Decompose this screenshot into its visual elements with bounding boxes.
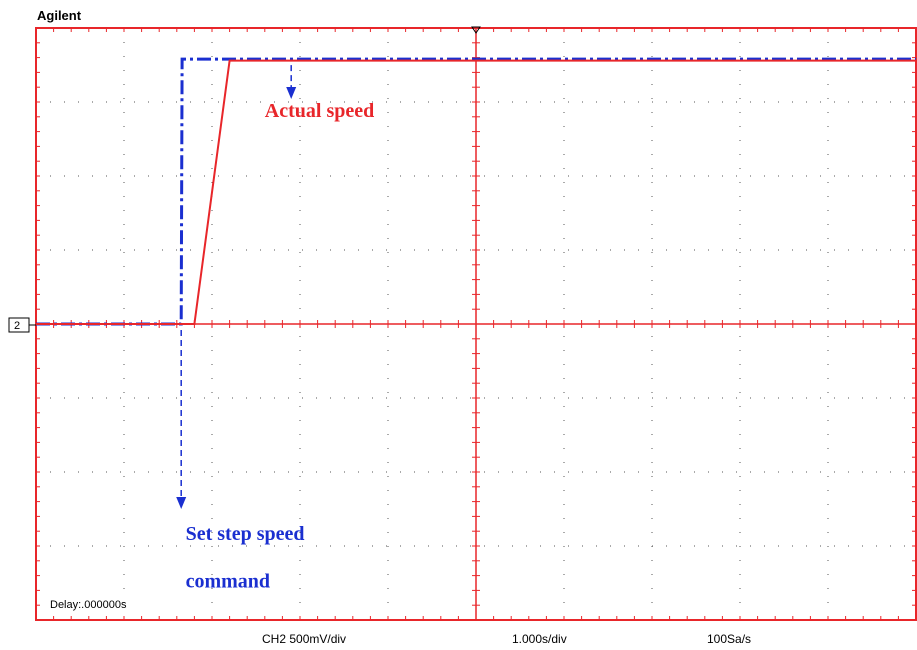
arrow-down-icon: [286, 87, 297, 100]
sample-rate-readout: 100Sa/s: [707, 632, 752, 646]
brand-label: Agilent: [37, 8, 82, 23]
trigger-marker-icon: [471, 26, 481, 34]
arrow-down-icon: [176, 497, 187, 509]
channel-scale-readout: CH2 500mV/div: [262, 632, 347, 646]
delay-readout: Delay:.000000s: [50, 599, 127, 611]
annotation-layer: Actual speed Set step speed command: [176, 26, 481, 592]
actual-speed-trace: [36, 59, 916, 325]
annotation-label: Actual speed: [265, 100, 374, 122]
set-command-trace: [36, 57, 916, 326]
time-scale-readout: 1.000s/div: [512, 632, 567, 646]
trace-layer: [36, 57, 916, 326]
annotation-label: Set step speed: [186, 523, 305, 545]
channel-marker-label: 2: [14, 320, 20, 332]
channel-2-marker[interactable]: 2: [8, 317, 36, 333]
annotation-label: command: [186, 570, 270, 592]
